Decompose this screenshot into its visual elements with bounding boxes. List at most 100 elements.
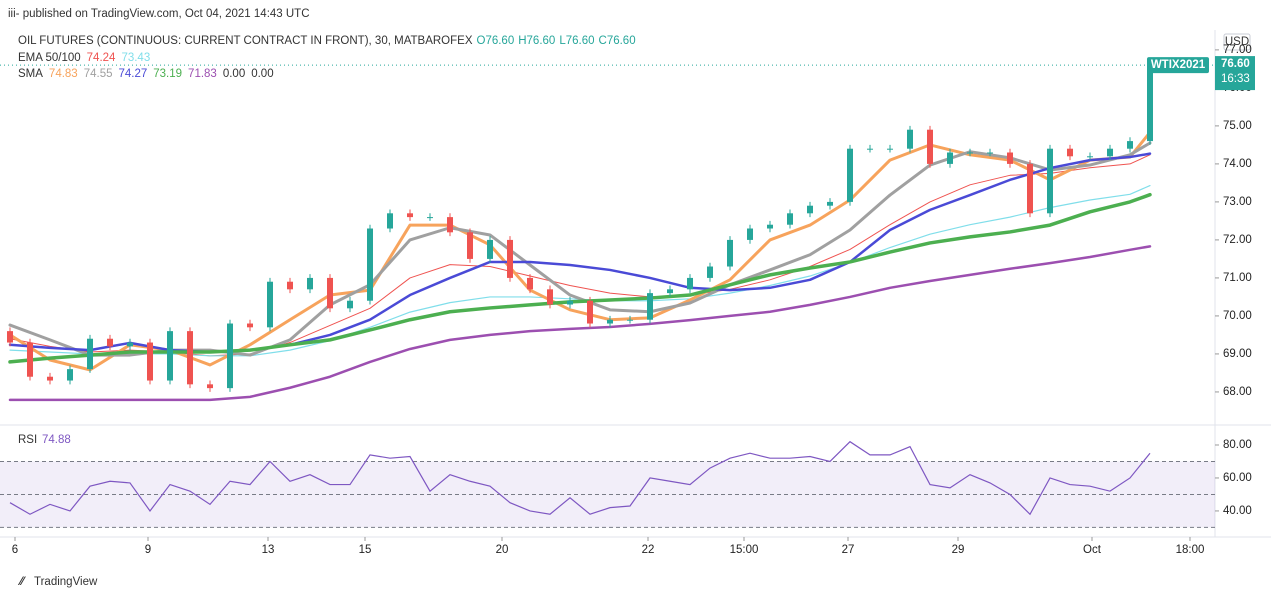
x-tick-label: 15 bbox=[359, 544, 372, 556]
candle-body bbox=[127, 342, 133, 347]
candle-body bbox=[507, 239, 513, 278]
published-note: iii- published on TradingView.com, Oct 0… bbox=[8, 8, 310, 20]
candle-body bbox=[707, 266, 713, 278]
candle-body bbox=[627, 319, 633, 321]
currency: USD bbox=[1225, 36, 1249, 48]
candle-body bbox=[1007, 152, 1013, 164]
candle-body bbox=[247, 323, 253, 328]
candle-body bbox=[1027, 163, 1033, 214]
candle-body bbox=[827, 201, 833, 206]
legend-item: SMA bbox=[18, 68, 43, 80]
candle-body bbox=[67, 369, 73, 381]
candle-body bbox=[647, 293, 653, 320]
candle-body bbox=[407, 213, 413, 218]
x-tick-label: 6 bbox=[12, 544, 18, 556]
moving-average bbox=[8, 245, 1152, 402]
legend-row: OIL FUTURES (CONTINUOUS: CURRENT CONTRAC… bbox=[18, 35, 636, 47]
candle-body bbox=[867, 148, 873, 150]
candle-body bbox=[207, 384, 213, 389]
countdown: 16:33 bbox=[1221, 73, 1250, 85]
candle-body bbox=[107, 338, 113, 347]
candle-body bbox=[807, 205, 813, 214]
candle-body bbox=[27, 342, 33, 377]
rsi-label: RSI bbox=[18, 434, 37, 446]
candle-body bbox=[1067, 148, 1073, 157]
legend-item: H76.60 bbox=[518, 35, 555, 47]
candle-body bbox=[347, 300, 353, 309]
candle-body bbox=[527, 277, 533, 290]
x-tick-label: 18:00 bbox=[1176, 544, 1205, 556]
legend-item: O76.60 bbox=[477, 35, 515, 47]
candle-body bbox=[967, 152, 973, 154]
y-tick-label: 72.00 bbox=[1223, 234, 1252, 246]
candle-body bbox=[927, 129, 933, 164]
candle-body bbox=[147, 342, 153, 381]
candle-body bbox=[487, 239, 493, 259]
candle-body bbox=[767, 224, 773, 229]
candle-body bbox=[7, 331, 13, 343]
rsi-line bbox=[9, 440, 1151, 516]
legend-item: 73.43 bbox=[121, 52, 150, 64]
candle-body bbox=[327, 277, 333, 309]
x-tick-label: 15:00 bbox=[730, 544, 759, 556]
candle-body bbox=[1047, 148, 1053, 214]
y-tick-label: 68.00 bbox=[1223, 386, 1252, 398]
legend-item: 0.00 bbox=[223, 68, 245, 80]
candle-body bbox=[587, 300, 593, 324]
candle-body bbox=[467, 232, 473, 259]
candle-body bbox=[907, 129, 913, 149]
y-tick-label: 73.00 bbox=[1223, 196, 1252, 208]
x-tick-label: 22 bbox=[642, 544, 655, 556]
candle-body bbox=[227, 323, 233, 389]
legend-item: 0.00 bbox=[251, 68, 273, 80]
candle-body bbox=[727, 239, 733, 267]
last-price: 76.60 bbox=[1221, 58, 1250, 70]
candle-body bbox=[287, 281, 293, 290]
legend-row: SMA 74.83 74.55 74.27 73.19 71.83 0.00 0.00 bbox=[18, 68, 274, 80]
y-tick-label: 71.00 bbox=[1223, 272, 1252, 284]
rsi-band-fill bbox=[0, 461, 1215, 528]
candle-body bbox=[747, 228, 753, 240]
rsi-value: 74.88 bbox=[42, 434, 71, 446]
rsi-tick-label: 80.00 bbox=[1223, 439, 1252, 451]
x-tick-label: 13 bbox=[262, 544, 275, 556]
legend-item: L76.60 bbox=[559, 35, 594, 47]
candle-body bbox=[167, 331, 173, 381]
x-tick-label: 29 bbox=[952, 544, 965, 556]
x-tick-label: 9 bbox=[145, 544, 151, 556]
y-tick-label: 69.00 bbox=[1223, 348, 1252, 360]
legend-item: C76.60 bbox=[599, 35, 636, 47]
candle-body bbox=[787, 213, 793, 225]
legend-item: 74.55 bbox=[84, 68, 113, 80]
tv-logo: ⁄⁄ bbox=[17, 576, 27, 588]
candle-body bbox=[847, 148, 853, 202]
last-price-box bbox=[1215, 56, 1255, 91]
footer: TradingView bbox=[34, 576, 98, 588]
candle-body bbox=[607, 319, 613, 324]
candle-body bbox=[307, 277, 313, 290]
candle-body bbox=[687, 277, 693, 290]
candle-body bbox=[947, 152, 953, 164]
candle-body bbox=[47, 376, 53, 381]
y-tick-label: 77.00 bbox=[1223, 44, 1252, 56]
legend-item: 73.19 bbox=[153, 68, 182, 80]
candle-body bbox=[987, 152, 993, 154]
candle-body bbox=[567, 300, 573, 305]
legend-item: 74.27 bbox=[118, 68, 147, 80]
candle-body bbox=[1147, 65, 1153, 142]
x-tick-label: Oct bbox=[1083, 544, 1102, 556]
legend-item: 71.83 bbox=[188, 68, 217, 80]
candle-body bbox=[447, 217, 453, 233]
last-price-symbol: WTIX2021 bbox=[1151, 59, 1206, 71]
y-tick-label: 70.00 bbox=[1223, 310, 1252, 322]
candle-body bbox=[887, 148, 893, 150]
candle-body bbox=[427, 217, 433, 219]
candle-body bbox=[1107, 148, 1113, 157]
last-price-tag bbox=[1147, 57, 1209, 74]
candle-body bbox=[1127, 141, 1133, 149]
rsi-tick-label: 40.00 bbox=[1223, 505, 1252, 517]
rsi-tick-label: 60.00 bbox=[1223, 472, 1252, 484]
legend-item: EMA 50/100 bbox=[18, 52, 81, 64]
